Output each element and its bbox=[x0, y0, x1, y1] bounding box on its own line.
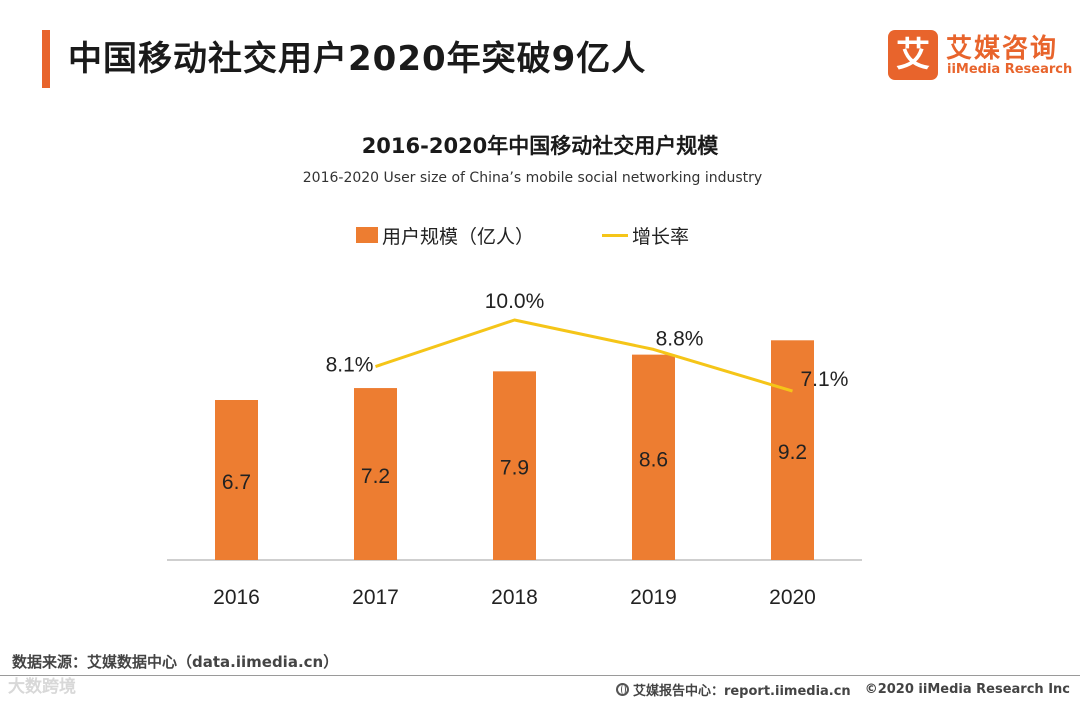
x-tick-2020: 2020 bbox=[769, 586, 816, 609]
x-tick-2019: 2019 bbox=[630, 586, 677, 609]
globe-icon bbox=[615, 683, 629, 696]
watermark: 大数跨境 bbox=[8, 677, 76, 697]
logo-mark: 艾 bbox=[888, 30, 938, 80]
x-tick-2018: 2018 bbox=[491, 586, 538, 609]
bar-label-2020: 9.2 bbox=[778, 441, 807, 464]
bar-label-2018: 7.9 bbox=[500, 457, 529, 480]
footer-divider bbox=[0, 675, 1080, 676]
data-source: 数据来源：艾媒数据中心（data.iimedia.cn） bbox=[12, 653, 339, 671]
bar-label-2017: 7.2 bbox=[361, 465, 390, 488]
legend-label-bar: 用户规模（亿人） bbox=[382, 225, 535, 248]
copyright: ©2020 iiMedia Research Inc bbox=[864, 682, 1070, 697]
chart-title: 2016-2020年中国移动社交用户规模 bbox=[361, 134, 719, 158]
logo-en-text: iiMedia Research bbox=[947, 62, 1073, 77]
bar-label-2019: 8.6 bbox=[639, 448, 668, 471]
title-accent-bar bbox=[42, 30, 50, 88]
line-label-2018: 10.0% bbox=[485, 290, 545, 313]
legend-swatch-bar bbox=[356, 227, 378, 243]
logo-cn-text: 艾媒咨询 bbox=[946, 34, 1059, 64]
growth-rate-line bbox=[375, 318, 793, 393]
bar-2018 bbox=[493, 371, 536, 560]
bar-2016 bbox=[215, 400, 258, 560]
line-label-2020: 7.1% bbox=[801, 368, 849, 391]
x-tick-2017: 2017 bbox=[352, 586, 399, 609]
page-title: 中国移动社交用户2020年突破9亿人 bbox=[68, 39, 647, 79]
bar-2019 bbox=[632, 354, 675, 560]
footer-credits: 艾媒报告中心：report.iimedia.cn ©2020 iiMedia R… bbox=[615, 680, 1070, 699]
bar-2020 bbox=[771, 340, 814, 560]
line-label-2017: 8.1% bbox=[326, 354, 374, 377]
chart-legend: 用户规模（亿人） 增长率 bbox=[356, 222, 689, 248]
iimedia-logo: 艾 艾媒咨询 iiMedia Research bbox=[888, 30, 1072, 82]
legend-label-line: 增长率 bbox=[632, 225, 690, 248]
bar-label-2016: 6.7 bbox=[222, 471, 251, 494]
report-center-link[interactable]: 艾媒报告中心：report.iimedia.cn bbox=[632, 684, 851, 699]
line-label-2019: 8.8% bbox=[656, 327, 704, 350]
bar-2017 bbox=[354, 388, 397, 560]
chart-subtitle: 2016-2020 User size of China’s mobile so… bbox=[302, 170, 763, 186]
x-tick-2016: 2016 bbox=[213, 586, 260, 609]
legend-swatch-line bbox=[602, 233, 629, 237]
